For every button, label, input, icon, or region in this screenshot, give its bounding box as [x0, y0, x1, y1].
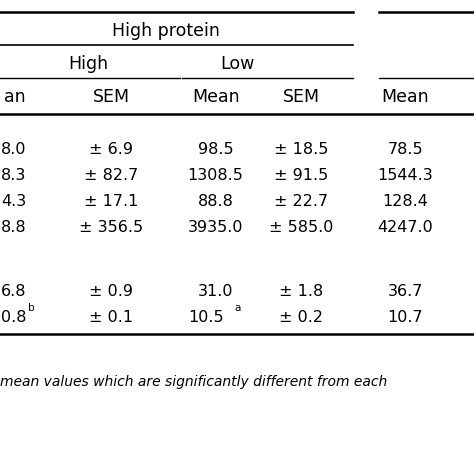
Text: 8.8: 8.8	[0, 220, 26, 235]
Text: ± 17.1: ± 17.1	[84, 194, 138, 209]
Text: SEM: SEM	[283, 88, 319, 106]
Text: 78.5: 78.5	[387, 142, 423, 157]
Text: 36.7: 36.7	[388, 284, 423, 299]
Text: Low: Low	[220, 55, 254, 73]
Text: ± 6.9: ± 6.9	[90, 142, 133, 157]
Text: 98.5: 98.5	[198, 142, 234, 157]
Text: 31.0: 31.0	[198, 284, 233, 299]
Text: ± 0.1: ± 0.1	[89, 310, 134, 325]
Text: ± 22.7: ± 22.7	[274, 194, 328, 209]
Text: 10.5: 10.5	[188, 310, 224, 325]
Text: ± 18.5: ± 18.5	[274, 142, 328, 157]
Text: an: an	[4, 88, 26, 106]
Text: b: b	[28, 303, 35, 313]
Text: ± 356.5: ± 356.5	[79, 220, 144, 235]
Text: mean values which are significantly different from each: mean values which are significantly diff…	[0, 374, 387, 389]
Text: 0.8: 0.8	[0, 310, 26, 325]
Text: 8.3: 8.3	[0, 168, 26, 183]
Text: ± 0.9: ± 0.9	[90, 284, 133, 299]
Text: a: a	[235, 303, 241, 313]
Text: ± 585.0: ± 585.0	[269, 220, 333, 235]
Text: ± 82.7: ± 82.7	[84, 168, 138, 183]
Text: 6.8: 6.8	[0, 284, 26, 299]
Text: SEM: SEM	[93, 88, 130, 106]
Text: 3935.0: 3935.0	[188, 220, 244, 235]
Text: High protein: High protein	[112, 22, 220, 40]
Text: 4247.0: 4247.0	[377, 220, 433, 235]
Text: Mean: Mean	[192, 88, 239, 106]
Text: ± 0.2: ± 0.2	[279, 310, 323, 325]
Text: Mean: Mean	[382, 88, 429, 106]
Text: 88.8: 88.8	[198, 194, 234, 209]
Text: ± 1.8: ± 1.8	[279, 284, 323, 299]
Text: ± 91.5: ± 91.5	[274, 168, 328, 183]
Text: 4.3: 4.3	[1, 194, 26, 209]
Text: 10.7: 10.7	[387, 310, 423, 325]
Text: 8.0: 8.0	[0, 142, 26, 157]
Text: 1544.3: 1544.3	[377, 168, 433, 183]
Text: 1308.5: 1308.5	[188, 168, 244, 183]
Text: 128.4: 128.4	[383, 194, 428, 209]
Text: High: High	[69, 55, 109, 73]
